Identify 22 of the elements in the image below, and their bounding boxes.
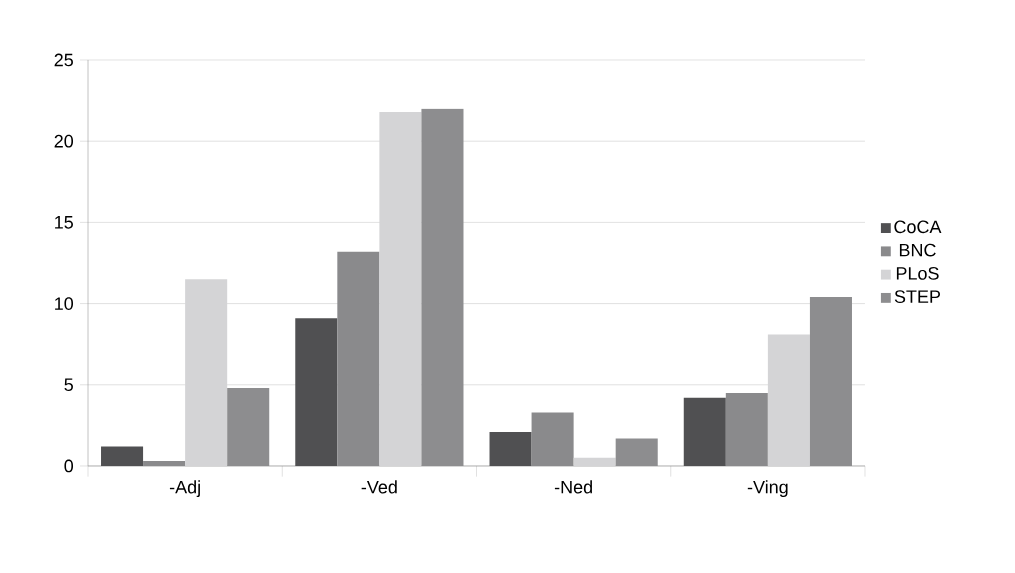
y-tick-label: 10	[55, 297, 74, 310]
bar	[101, 446, 144, 466]
bar	[573, 457, 616, 466]
bar	[767, 334, 810, 466]
y-tick-label: 5	[64, 378, 73, 392]
x-tick-label: -Ved	[361, 480, 397, 494]
x-tick-label: -Ned	[554, 480, 592, 494]
bar	[489, 431, 532, 466]
y-tick-label: 25	[54, 53, 73, 67]
legend-label: STEP	[894, 290, 941, 303]
y-tick-label: 20	[54, 134, 74, 148]
legend-label: CoCA	[894, 220, 942, 234]
y-tick-label: 0	[64, 459, 74, 473]
bar	[683, 397, 726, 466]
x-tick-label: -Ving	[747, 480, 788, 498]
legend-label: BNC	[899, 243, 936, 257]
bar	[185, 279, 228, 466]
y-tick-label: 15	[55, 216, 73, 229]
bar	[379, 111, 422, 466]
bar	[295, 318, 338, 466]
x-tick-label: -Adj	[169, 480, 200, 498]
legend-label: PLoS	[896, 266, 939, 280]
